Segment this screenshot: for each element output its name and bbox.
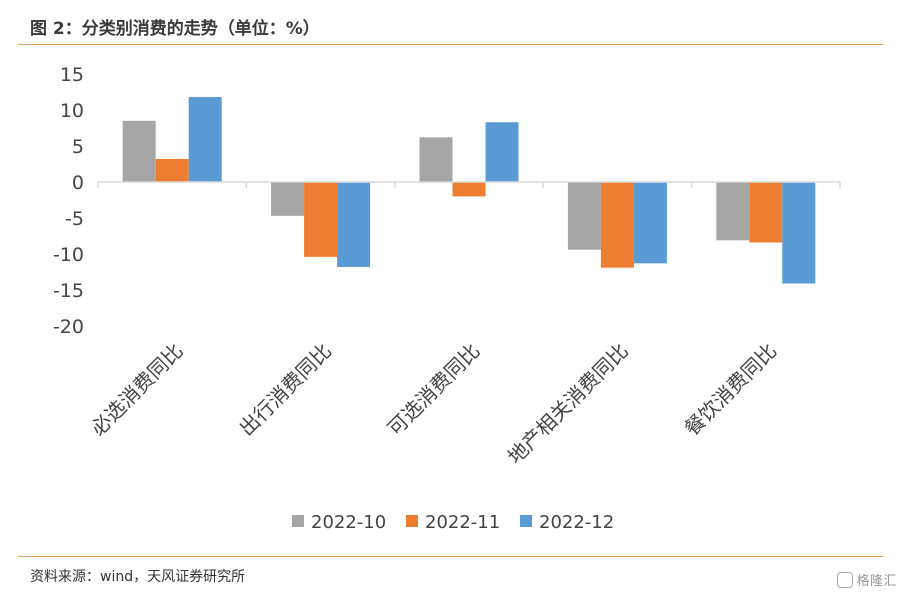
bar-2022-11-5 (749, 182, 783, 243)
bar-2022-12-4 (633, 182, 667, 264)
x-category-label: 地产相关消费同比 (503, 339, 633, 469)
y-tick-label: -10 (53, 244, 84, 266)
y-axis-tick-labels: 15 10 5 0 -5 -10 -15 -20 (53, 64, 84, 338)
chart-header: 图 2：分类别消费的走势（单位：%） (30, 10, 882, 45)
y-tick-label: 0 (72, 172, 84, 194)
x-axis-category-labels: 必选消费同比 出行消费同比 可选消费同比 地产相关消费同比 餐饮消费同比 (86, 339, 781, 469)
bar-2022-11-2 (304, 182, 338, 257)
y-tick-label: 10 (60, 100, 84, 122)
bar-2022-12-1 (188, 97, 222, 182)
x-category-label: 餐饮消费同比 (680, 339, 782, 441)
header-divider (18, 44, 883, 45)
bar-2022-10-1 (122, 120, 156, 182)
bar-2022-10-2 (271, 182, 305, 216)
legend-swatch-2022-12 (520, 515, 532, 527)
watermark-text: 格隆汇 (856, 574, 897, 589)
watermark-logo: 格隆汇 (837, 570, 897, 589)
x-category-label: 可选消费同比 (383, 339, 485, 441)
legend-label: 2022-11 (425, 512, 500, 533)
bar-2022-12-2 (337, 182, 371, 267)
bar-2022-10-3 (419, 137, 453, 182)
chart-title: 图 2：分类别消费的走势（单位：%） (30, 19, 320, 39)
x-category-label: 必选消费同比 (86, 339, 188, 441)
y-tick-label: -5 (65, 208, 84, 230)
legend-swatch-2022-10 (292, 515, 304, 527)
footer-divider (18, 556, 883, 557)
bar-2022-12-5 (782, 182, 816, 284)
bar-2022-11-1 (155, 158, 189, 182)
legend-swatch-2022-11 (406, 515, 418, 527)
bar-2022-10-4 (567, 182, 601, 250)
x-axis (97, 181, 841, 188)
chart-legend: 2022-10 2022-11 2022-12 (292, 512, 614, 533)
legend-label: 2022-10 (311, 512, 386, 533)
y-tick-label: 15 (60, 64, 84, 86)
bar-2022-10-5 (716, 182, 750, 241)
y-tick-label: 5 (72, 136, 84, 158)
legend-label: 2022-12 (539, 512, 614, 533)
bar-2022-11-3 (452, 182, 486, 197)
watermark-icon (837, 572, 854, 588)
x-category-label: 出行消费同比 (234, 339, 336, 441)
source-note: 资料来源：wind，天风证券研究所 (30, 569, 246, 585)
bar-2022-12-3 (485, 122, 519, 182)
bar-2022-11-4 (600, 182, 634, 268)
y-tick-label: -20 (53, 316, 84, 338)
chart-bars (122, 97, 816, 284)
y-tick-label: -15 (53, 280, 84, 302)
